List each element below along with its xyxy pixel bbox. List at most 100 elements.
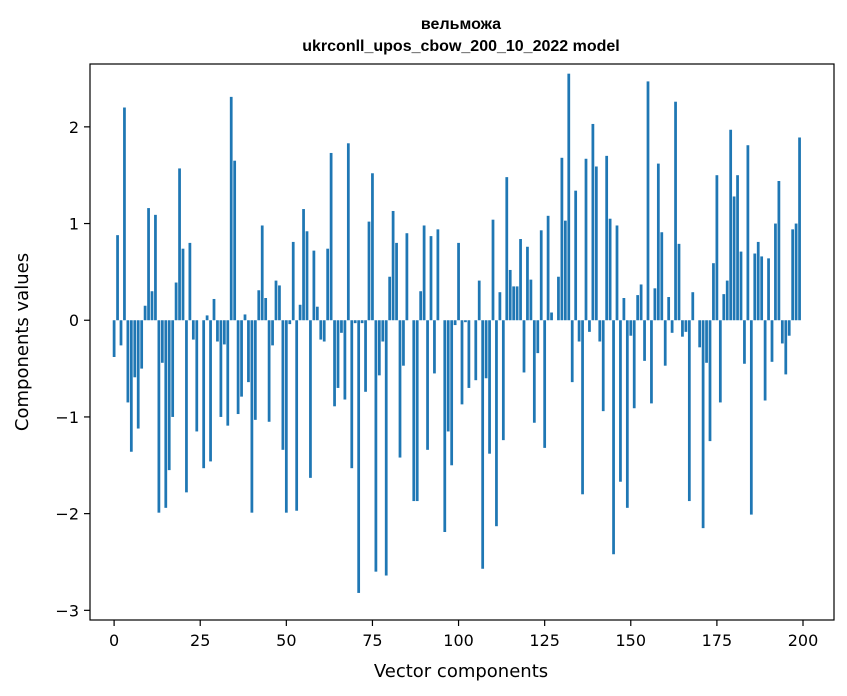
bar — [233, 160, 237, 321]
bar — [581, 320, 584, 495]
bar — [636, 295, 640, 321]
bar — [691, 292, 695, 321]
bar — [191, 320, 195, 340]
bar — [567, 73, 571, 321]
bar — [229, 96, 233, 321]
y-tick-label: −2 — [55, 505, 79, 524]
bar — [780, 320, 784, 344]
bars-group — [112, 73, 801, 593]
bar — [429, 236, 433, 321]
bar — [725, 280, 729, 321]
plot-frame — [89, 63, 835, 621]
bar — [674, 101, 677, 321]
bar — [350, 320, 354, 469]
bar — [216, 320, 219, 342]
bar — [185, 320, 188, 493]
bar — [364, 320, 367, 392]
bar — [202, 320, 206, 469]
bar — [491, 219, 495, 321]
bar — [546, 215, 550, 321]
x-tick-label: 75 — [362, 631, 382, 650]
bar — [760, 256, 764, 321]
bar — [119, 320, 123, 346]
bar — [532, 320, 536, 423]
bar — [501, 320, 505, 441]
x-tick-label: 50 — [276, 631, 296, 650]
bar — [488, 320, 491, 454]
x-tick-label: 175 — [702, 631, 733, 650]
bar — [798, 137, 801, 321]
y-axis-ticks: −3 −2 −1 0 1 2 — [55, 118, 90, 620]
chart-title: вельможа — [421, 16, 501, 33]
bar — [309, 320, 312, 478]
bar — [498, 292, 502, 321]
bar — [722, 294, 726, 321]
bar — [267, 320, 271, 422]
bar — [415, 320, 419, 502]
x-tick-label: 100 — [443, 631, 474, 650]
x-tick-label: 200 — [788, 631, 819, 650]
bar — [646, 81, 650, 321]
bar — [650, 320, 653, 404]
bar — [326, 248, 330, 321]
bar — [643, 320, 646, 361]
bar — [374, 320, 378, 572]
bar — [188, 242, 192, 321]
bar — [123, 107, 126, 321]
bar — [467, 320, 471, 388]
bar — [157, 320, 161, 513]
bar — [371, 173, 374, 321]
bar — [625, 320, 629, 508]
bar — [756, 241, 760, 321]
bar — [219, 320, 223, 417]
bar — [577, 320, 581, 342]
y-axis-label: Components values — [12, 253, 33, 431]
bar — [550, 312, 553, 321]
bar — [412, 320, 416, 502]
bar — [522, 320, 526, 373]
x-tick-label: 125 — [529, 631, 560, 650]
bar — [605, 155, 609, 321]
bar — [601, 320, 605, 412]
bar — [154, 214, 157, 321]
bar — [377, 320, 381, 376]
bar — [343, 320, 347, 400]
bar — [512, 286, 516, 321]
bar — [687, 320, 691, 502]
bar — [260, 225, 264, 321]
bar — [729, 129, 733, 321]
bar — [763, 320, 767, 401]
chart-subtitle: ukrconll_upos_cbow_200_10_2022 model — [302, 38, 619, 55]
bar — [395, 242, 398, 321]
bar — [784, 320, 788, 375]
bar — [495, 320, 498, 527]
bar — [584, 158, 588, 321]
bar — [667, 297, 671, 321]
bar — [398, 320, 402, 458]
bar — [171, 320, 175, 417]
bar — [164, 320, 168, 508]
bar — [278, 285, 281, 321]
bar — [718, 320, 722, 403]
x-axis-ticks: 0 25 50 75 100 125 150 175 200 — [109, 620, 818, 650]
bar — [639, 284, 643, 321]
bar — [608, 218, 612, 321]
x-tick-label: 0 — [109, 631, 119, 650]
bar — [612, 320, 615, 555]
bar — [698, 320, 702, 348]
bar — [770, 320, 774, 362]
bar — [150, 291, 154, 321]
bar — [295, 320, 299, 511]
bar — [129, 320, 133, 452]
bar — [787, 320, 791, 336]
bar — [446, 320, 450, 432]
bar — [526, 246, 529, 321]
bar — [663, 320, 667, 366]
bar — [274, 280, 278, 321]
bar — [133, 320, 137, 378]
y-tick-label: 1 — [69, 215, 79, 234]
bar — [743, 320, 746, 364]
y-tick-label: 2 — [69, 118, 79, 137]
bar — [588, 320, 591, 332]
